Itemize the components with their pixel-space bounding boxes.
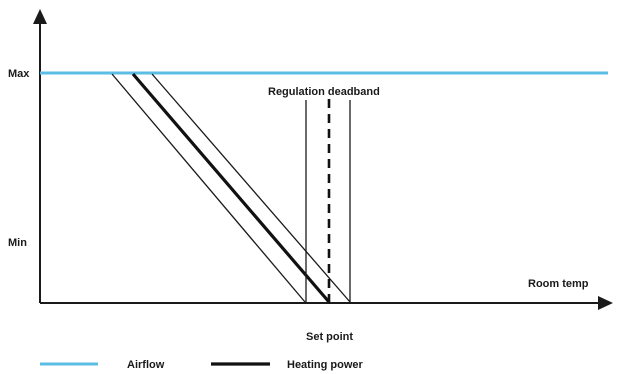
heating-band-upper [151,73,351,303]
x-axis-label: Room temp [528,278,589,290]
y-min-label: Min [8,237,27,249]
heating-band-lower [111,73,306,303]
legend-heating-label: Heating power [287,359,364,371]
heating-power-line [131,72,331,304]
legend-airflow-label: Airflow [127,359,165,371]
setpoint-label: Set point [306,331,353,343]
x-axis-arrowhead [598,296,613,310]
deadband-label: Regulation deadband [268,86,380,98]
y-axis-arrowhead [33,9,47,24]
legend: Airflow Heating power [40,359,364,371]
y-max-label: Max [8,68,30,80]
